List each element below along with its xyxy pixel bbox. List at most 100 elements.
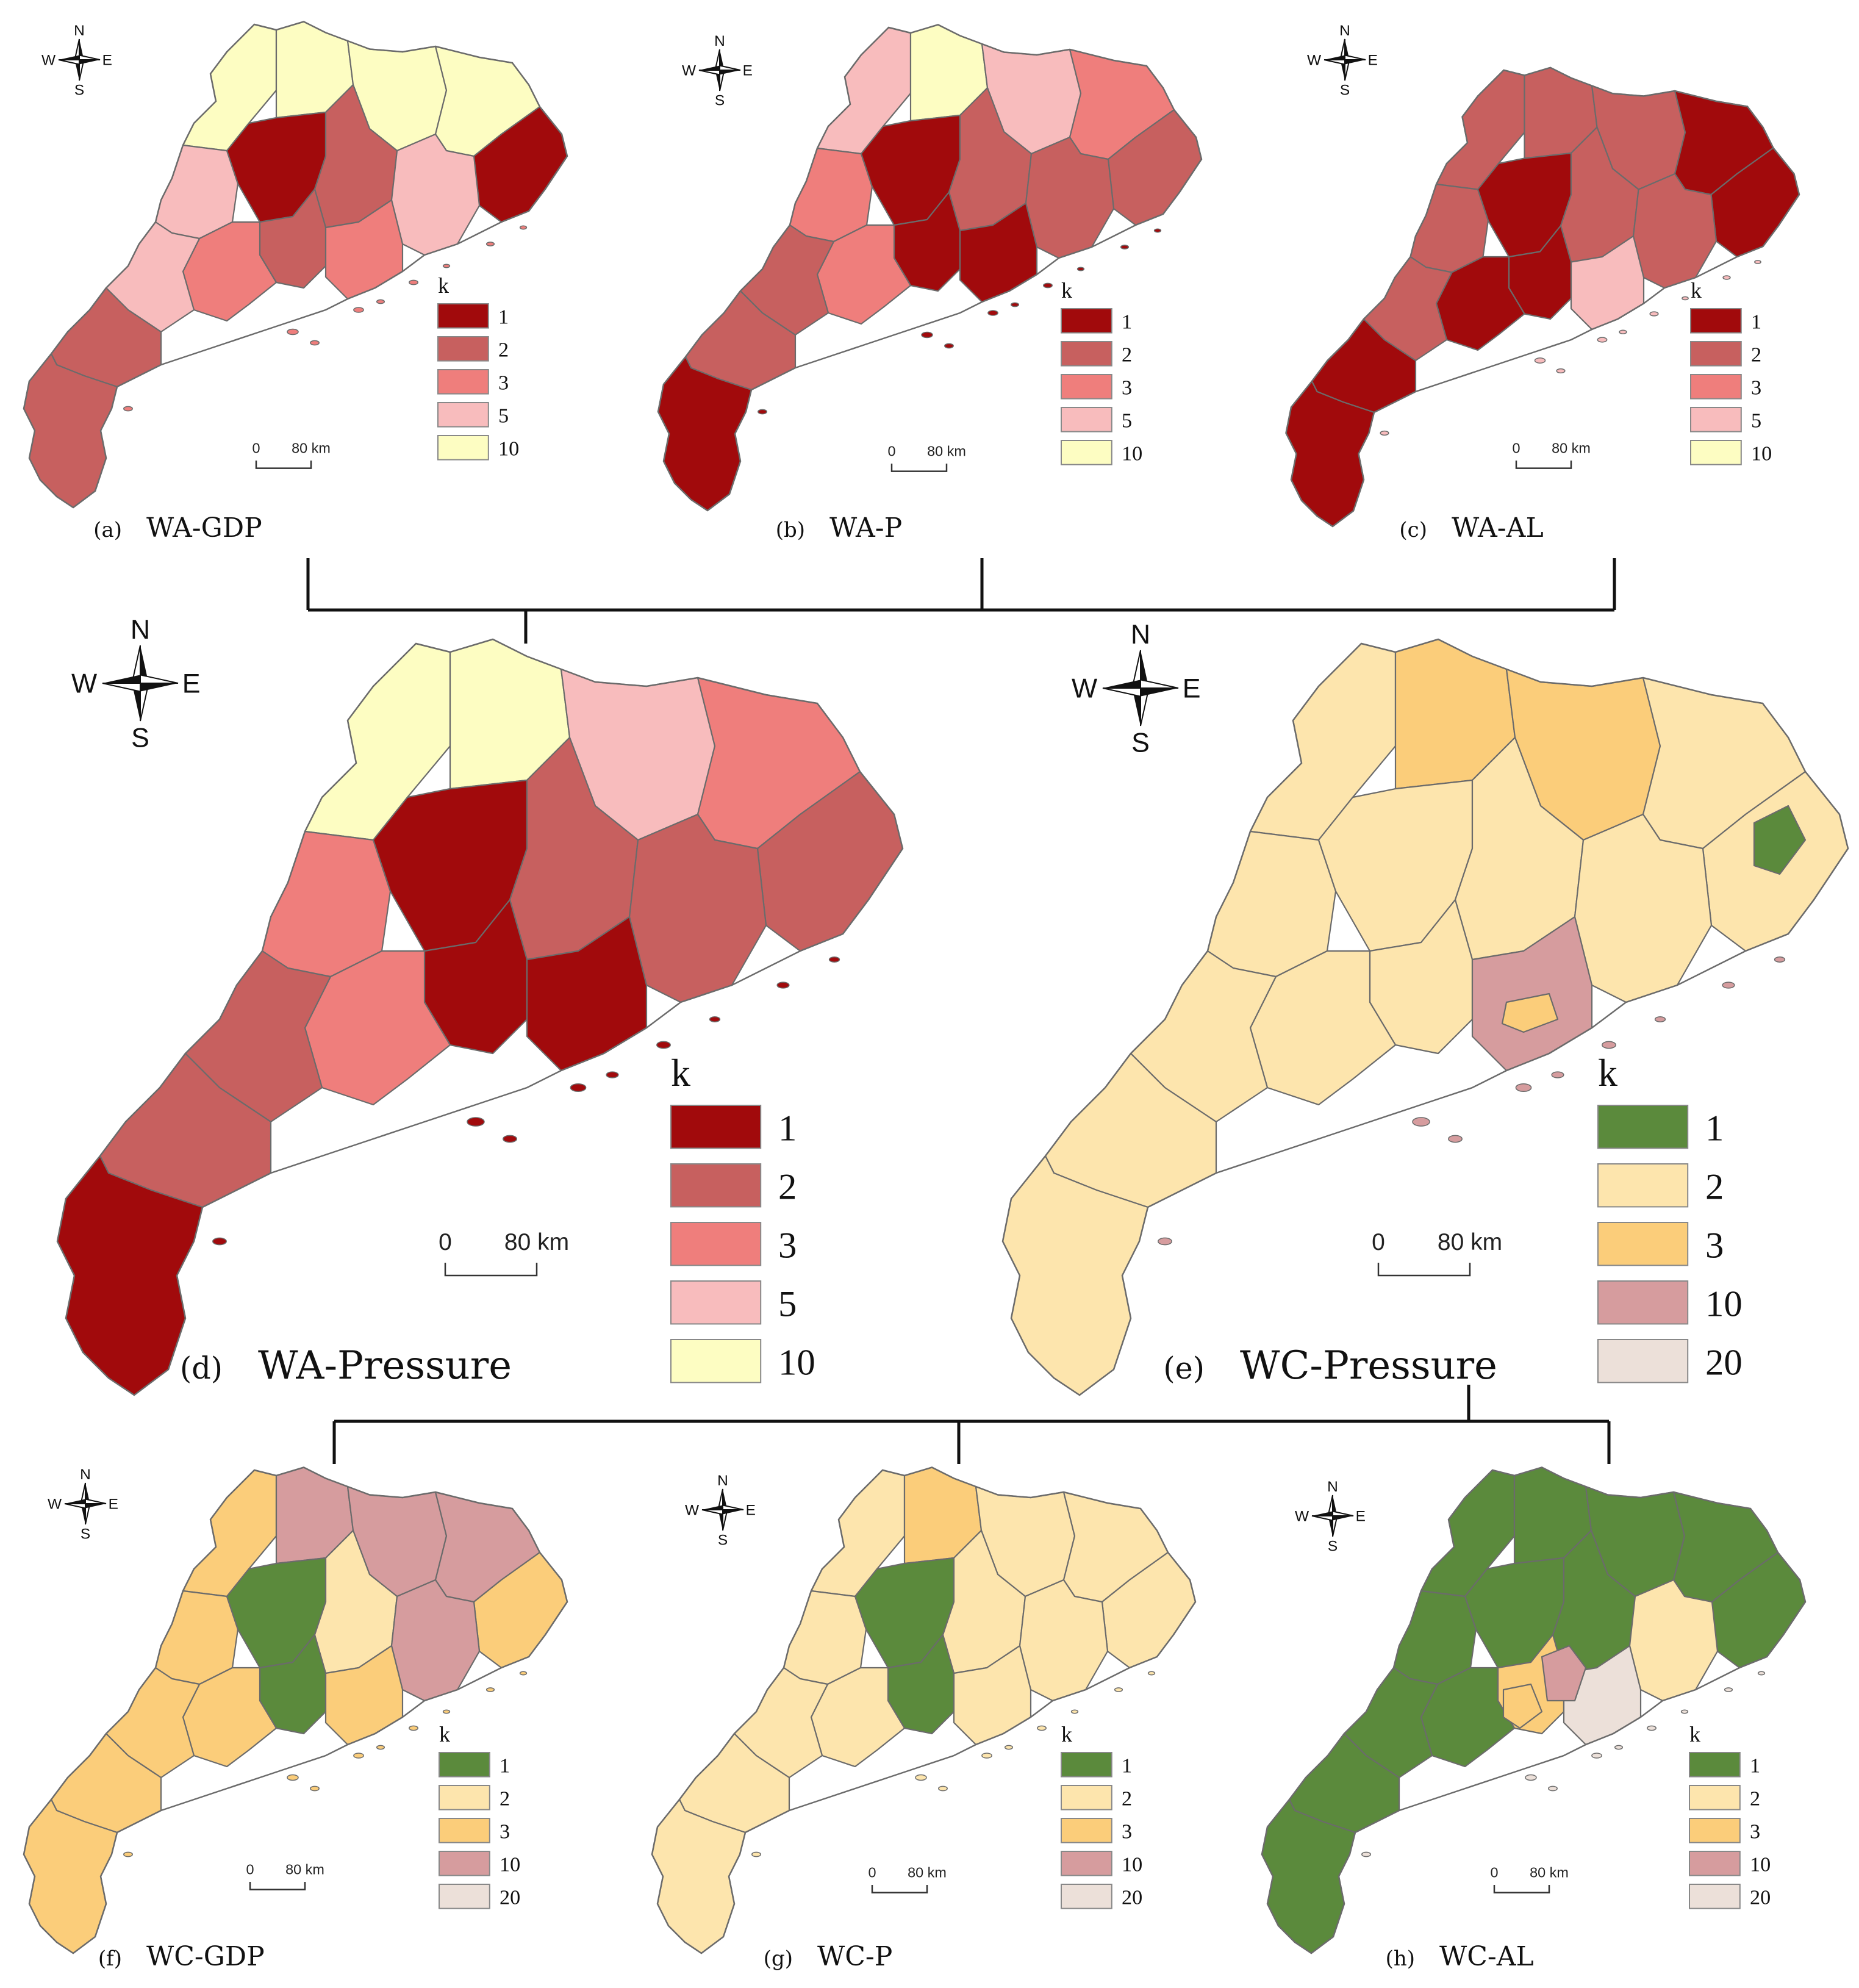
island-d-8 xyxy=(828,956,840,963)
island-c-5 xyxy=(1649,311,1659,317)
island-e-2 xyxy=(1448,1135,1463,1143)
legend-swatch-2 xyxy=(1689,1785,1741,1810)
small-area-e-1 xyxy=(1753,805,1807,875)
island-f-7 xyxy=(485,1687,495,1692)
legend-swatch-10 xyxy=(1690,440,1742,465)
region-a-5 xyxy=(154,144,239,240)
compass-north-label: N xyxy=(717,1473,728,1489)
legend-swatch-2 xyxy=(1061,1785,1112,1810)
caption-letter: (e) xyxy=(1163,1351,1205,1386)
map-a xyxy=(23,21,568,509)
island-c-9 xyxy=(1380,430,1389,436)
island-g-3 xyxy=(981,1753,992,1759)
scale-distance-label: 80 km xyxy=(292,440,331,456)
compass-north-label: N xyxy=(1327,1479,1338,1495)
legend-swatch-1 xyxy=(1061,1752,1112,1778)
caption-f: (f) WC-GDP xyxy=(98,1941,265,1972)
scale-bar-d: 0 80 km xyxy=(439,1229,569,1277)
legend-label-3: 3 xyxy=(778,1225,797,1266)
island-h-8 xyxy=(1757,1671,1766,1676)
caption-h: (h) WC-AL xyxy=(1386,1941,1534,1972)
panel-g: N S W Ek 1 2 3 10 20 0 80 km (g) WC-P xyxy=(651,1466,1197,1972)
panel-c: N S W Ek 1 2 3 5 10 0 80 km (c) WA-AL xyxy=(1285,23,1800,544)
island-d-4 xyxy=(606,1071,619,1078)
scale-zero-label: 0 xyxy=(887,443,895,459)
legend-swatch-2 xyxy=(1690,341,1742,367)
map-h xyxy=(1261,1466,1807,1954)
island-a-5 xyxy=(409,279,418,285)
island-d-9 xyxy=(212,1237,227,1246)
compass-south-label: S xyxy=(1328,1538,1338,1554)
compass-north-label: N xyxy=(131,615,150,645)
legend-swatch-3 xyxy=(1061,374,1112,400)
compass-north-label: N xyxy=(714,33,725,49)
compass-west-label: W xyxy=(48,1496,62,1513)
island-g-1 xyxy=(915,1774,927,1781)
scale-bar-b: 0 80 km xyxy=(887,443,966,472)
panel-b: N S W Ek 1 2 3 5 10 0 80 km (b) WA-P xyxy=(657,24,1203,544)
legend-swatch-2 xyxy=(1597,1163,1689,1208)
island-h-9 xyxy=(1361,1851,1371,1857)
small-area-e-2 xyxy=(1501,992,1559,1033)
caption-title: WC-P xyxy=(817,1941,892,1972)
province-outline-c xyxy=(1285,66,1800,528)
caption-c: (c) WA-AL xyxy=(1399,512,1543,544)
compass-south-label: S xyxy=(715,92,725,109)
legend-swatch-3 xyxy=(1689,1818,1741,1843)
caption-letter: (a) xyxy=(93,518,122,542)
legend-swatch-3 xyxy=(1597,1222,1689,1266)
scale-distance-label: 80 km xyxy=(1552,440,1591,456)
island-b-5 xyxy=(1043,282,1053,289)
island-d-2 xyxy=(503,1135,517,1143)
legend-swatch-3 xyxy=(1061,1818,1112,1843)
scale-distance-label: 80 km xyxy=(504,1229,569,1255)
legend-swatch-1 xyxy=(437,303,489,329)
compass-east-label: E xyxy=(182,669,201,699)
legend-c: k 1 2 3 5 10 xyxy=(1690,278,1772,465)
island-c-1 xyxy=(1534,357,1546,364)
island-a-3 xyxy=(353,307,364,313)
legend-swatch-3 xyxy=(670,1222,762,1266)
island-f-1 xyxy=(287,1774,299,1781)
legend-swatch-10 xyxy=(1597,1280,1689,1325)
island-b-8 xyxy=(1153,228,1162,233)
legend-title: k xyxy=(1691,278,1702,303)
compass-south-label: S xyxy=(1340,82,1350,98)
legend-label-5: 5 xyxy=(778,1284,797,1325)
legend-swatch-3 xyxy=(439,1818,490,1843)
island-a-6 xyxy=(442,264,451,268)
island-b-7 xyxy=(1120,245,1130,249)
province-outline-d xyxy=(56,638,904,1396)
legend-label-5: 5 xyxy=(1751,409,1761,432)
legend-swatch-5 xyxy=(670,1280,762,1325)
legend-label-3: 3 xyxy=(1705,1225,1724,1266)
legend-swatch-1 xyxy=(1690,308,1742,334)
legend-label-3: 3 xyxy=(1122,376,1132,399)
legend-swatch-1 xyxy=(1597,1105,1689,1149)
island-a-9 xyxy=(123,406,133,412)
compass-east-label: E xyxy=(1368,52,1378,69)
scale-bar-e: 0 80 km xyxy=(1372,1229,1502,1277)
legend-label-3: 3 xyxy=(1122,1820,1132,1843)
legend-g: k 1 2 3 10 20 xyxy=(1061,1722,1142,1909)
legend-label-10: 10 xyxy=(1751,442,1772,465)
island-a-8 xyxy=(519,225,528,230)
legend-swatch-10 xyxy=(1061,440,1112,465)
compass-west-label: W xyxy=(682,63,697,79)
legend-swatch-20 xyxy=(1689,1884,1741,1909)
region-g-5 xyxy=(783,1590,867,1685)
island-g-5 xyxy=(1037,1725,1047,1731)
island-e-6 xyxy=(1654,1016,1666,1022)
legend-swatch-1 xyxy=(1061,308,1112,334)
island-e-3 xyxy=(1515,1083,1532,1093)
legend-f: k 1 2 3 10 20 xyxy=(439,1722,520,1909)
region-h-5 xyxy=(1392,1590,1477,1685)
island-f-4 xyxy=(376,1745,385,1750)
legend-label-3: 3 xyxy=(498,371,509,394)
region-b-5 xyxy=(789,147,873,243)
compass-west-label: W xyxy=(71,669,97,699)
connector-bottom xyxy=(332,1385,1611,1464)
legend-swatch-10 xyxy=(1689,1851,1741,1876)
island-d-1 xyxy=(467,1117,485,1127)
compass-east-label: E xyxy=(746,1502,756,1519)
